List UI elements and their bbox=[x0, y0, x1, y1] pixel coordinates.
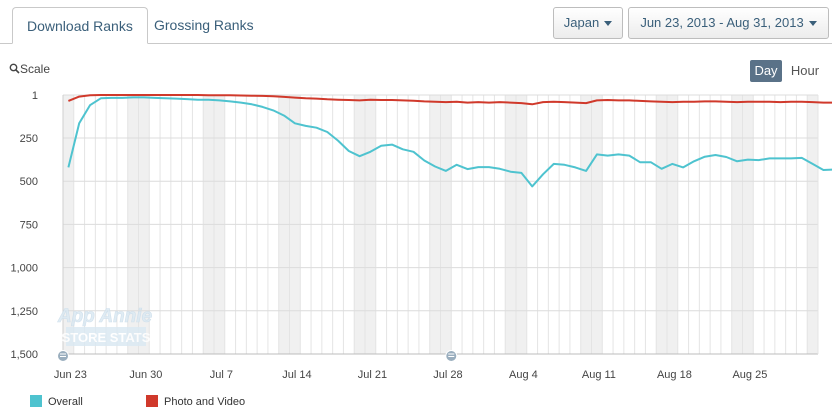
legend-swatch-overall bbox=[30, 395, 42, 407]
x-tick-label: Jul 7 bbox=[210, 369, 233, 381]
note-marker-line bbox=[448, 353, 455, 355]
note-marker-line bbox=[60, 356, 66, 357]
x-tick-label: Aug 4 bbox=[509, 369, 538, 381]
x-tick-label: Aug 18 bbox=[657, 369, 692, 381]
country-dropdown-value: Japan bbox=[563, 15, 600, 30]
x-tick-label: Aug 25 bbox=[732, 369, 767, 381]
app-annie-watermark: App Annie STORE STATS bbox=[57, 306, 153, 346]
watermark-badge bbox=[66, 327, 146, 346]
tab-grossing-ranks[interactable]: Grossing Ranks bbox=[154, 17, 254, 33]
x-axis-tick-labels: Jun 23 Jun 30 Jul 7 Jul 14 Jul 21 Jul 28 Aug 4… bbox=[54, 369, 767, 381]
date-range-dropdown[interactable]: Jun 23, 2013 - Aug 31, 2013 bbox=[628, 7, 829, 39]
country-dropdown[interactable]: Japan bbox=[553, 7, 623, 39]
legend-item-overall[interactable]: Overall bbox=[30, 395, 83, 408]
day-button[interactable]: Day bbox=[750, 60, 782, 82]
y-tick-label: 750 bbox=[20, 219, 38, 231]
tab-bar: Download Ranks Grossing Ranks bbox=[0, 0, 832, 44]
x-tick-label: Jun 30 bbox=[129, 369, 162, 381]
legend-label-overall: Overall bbox=[48, 396, 83, 408]
y-tick-label: 500 bbox=[20, 176, 38, 188]
scale-toggle[interactable]: Scale bbox=[9, 62, 50, 76]
annotation-markers bbox=[57, 350, 458, 362]
scale-label: Scale bbox=[20, 62, 51, 76]
x-tick-label: Jul 28 bbox=[433, 369, 462, 381]
y-tick-label: 1 bbox=[32, 90, 38, 102]
hour-button[interactable]: Hour bbox=[790, 63, 820, 78]
note-marker-line bbox=[448, 356, 455, 357]
axis-lines bbox=[62, 95, 819, 355]
watermark-line2: STORE STATS bbox=[62, 330, 151, 345]
x-tick-label: Jul 21 bbox=[358, 369, 387, 381]
chevron-down-icon bbox=[808, 21, 817, 27]
series-line-overall bbox=[67, 96, 832, 188]
y-tick-label: 1,500 bbox=[10, 349, 38, 361]
series-line-photo-video bbox=[68, 94, 832, 106]
y-tick-label: 1,000 bbox=[10, 263, 38, 275]
legend-item-photo-video[interactable]: Photo and Video bbox=[146, 395, 245, 408]
legend-label-photo-video: Photo and Video bbox=[164, 396, 246, 408]
y-tick-label: 1,250 bbox=[10, 306, 38, 318]
x-tick-label: Jun 23 bbox=[54, 369, 87, 381]
x-tick-label: Aug 11 bbox=[582, 369, 616, 381]
tab-bar-divider bbox=[0, 43, 832, 44]
y-tick-label: 250 bbox=[20, 133, 38, 145]
x-tick-label: Jul 14 bbox=[282, 369, 311, 381]
tab-download-ranks[interactable]: Download Ranks bbox=[12, 7, 148, 44]
chart-series bbox=[67, 94, 832, 188]
note-marker-line bbox=[60, 353, 66, 355]
zoom-icon bbox=[9, 63, 20, 74]
y-axis-tick-labels: 1 250 500 750 1,000 1,250 1,500 bbox=[10, 90, 38, 361]
legend-swatch-photo-video bbox=[146, 395, 158, 407]
chevron-down-icon bbox=[604, 21, 613, 27]
date-range-value: Jun 23, 2013 - Aug 31, 2013 bbox=[640, 15, 804, 30]
watermark-line1: App Annie bbox=[57, 306, 153, 327]
